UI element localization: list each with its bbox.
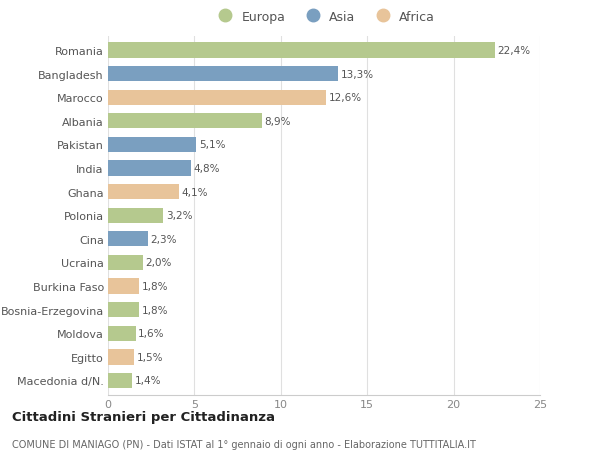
Text: 1,8%: 1,8%: [142, 281, 168, 291]
Bar: [108, 302, 139, 318]
Text: 1,6%: 1,6%: [138, 329, 165, 338]
Text: 1,4%: 1,4%: [135, 375, 161, 386]
Text: 13,3%: 13,3%: [340, 69, 374, 79]
Bar: [108, 137, 196, 153]
Text: 5,1%: 5,1%: [199, 140, 225, 150]
Text: 8,9%: 8,9%: [265, 117, 291, 127]
Text: 4,8%: 4,8%: [194, 163, 220, 174]
Bar: [108, 185, 179, 200]
Bar: [108, 90, 326, 106]
Text: 4,1%: 4,1%: [181, 187, 208, 197]
Bar: [108, 67, 338, 82]
Bar: [108, 208, 163, 224]
Text: 2,3%: 2,3%: [151, 234, 177, 244]
Bar: [108, 349, 134, 365]
Text: COMUNE DI MANIAGO (PN) - Dati ISTAT al 1° gennaio di ogni anno - Elaborazione TU: COMUNE DI MANIAGO (PN) - Dati ISTAT al 1…: [12, 440, 476, 449]
Bar: [108, 326, 136, 341]
Text: 22,4%: 22,4%: [497, 46, 531, 56]
Bar: [108, 114, 262, 129]
Text: 3,2%: 3,2%: [166, 211, 193, 221]
Text: 2,0%: 2,0%: [145, 258, 172, 268]
Bar: [108, 279, 139, 294]
Bar: [108, 232, 148, 247]
Text: 1,8%: 1,8%: [142, 305, 168, 315]
Bar: [108, 161, 191, 176]
Text: 12,6%: 12,6%: [328, 93, 361, 103]
Bar: [108, 255, 143, 270]
Text: 1,5%: 1,5%: [137, 352, 163, 362]
Legend: Europa, Asia, Africa: Europa, Asia, Africa: [213, 11, 435, 24]
Bar: [108, 43, 495, 58]
Bar: [108, 373, 132, 388]
Text: Cittadini Stranieri per Cittadinanza: Cittadini Stranieri per Cittadinanza: [12, 410, 275, 423]
